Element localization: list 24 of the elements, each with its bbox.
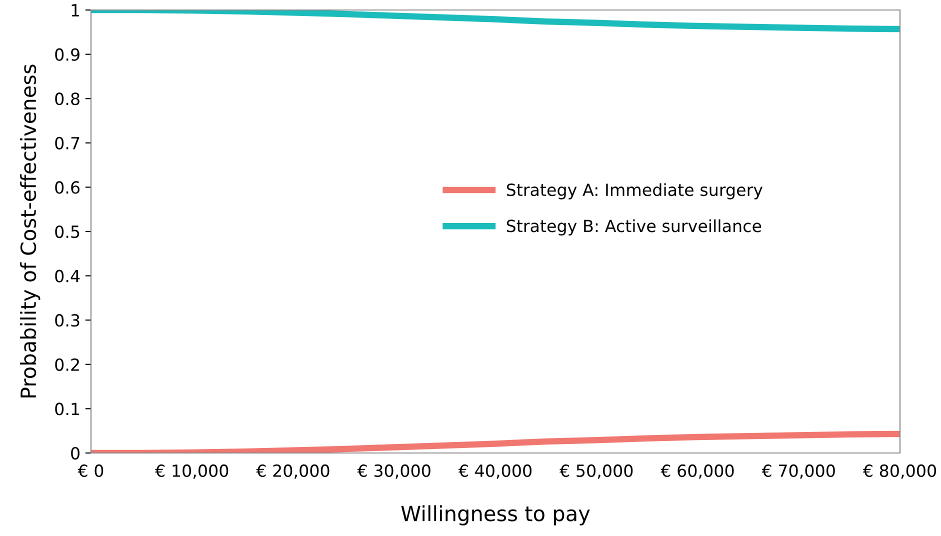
x-tick-label: € 40,000 bbox=[458, 464, 532, 479]
y-tick-label: 0 bbox=[71, 446, 80, 460]
y-tick-label: 1 bbox=[72, 4, 80, 16]
x-tick-label: € 80,000 bbox=[862, 464, 936, 479]
x-tick-label: € 30,000 bbox=[357, 464, 430, 479]
x-tick-label: € 10,000 bbox=[155, 464, 228, 479]
y-axis-title: Probability of Cost-effectiveness bbox=[20, 64, 40, 398]
y-tick-label: 0.1 bbox=[55, 402, 80, 416]
y-tick-label: 0.4 bbox=[55, 270, 80, 282]
x-tick-label: € 70,000 bbox=[762, 464, 835, 479]
x-tick-label: € 50,000 bbox=[560, 464, 633, 479]
y-tick-label: 0.2 bbox=[55, 358, 79, 371]
y-tick-label: 0.3 bbox=[55, 314, 80, 327]
y-tick-label: 0.8 bbox=[55, 92, 80, 106]
legend-label: Strategy B: Active surveillance bbox=[506, 219, 762, 236]
x-tick-label: € 0 bbox=[78, 464, 104, 478]
y-tick-label: 0.9 bbox=[55, 48, 80, 61]
x-tick-label: € 60,000 bbox=[660, 464, 734, 479]
legend-label: Strategy A: Immediate surgery bbox=[506, 183, 763, 200]
x-axis-title: Willingness to pay bbox=[401, 505, 590, 526]
y-tick-label: 0.7 bbox=[55, 136, 80, 150]
x-tick-label: € 20,000 bbox=[256, 464, 330, 479]
y-tick-label: 0.5 bbox=[55, 225, 80, 238]
y-tick-label: 0.6 bbox=[55, 181, 80, 194]
